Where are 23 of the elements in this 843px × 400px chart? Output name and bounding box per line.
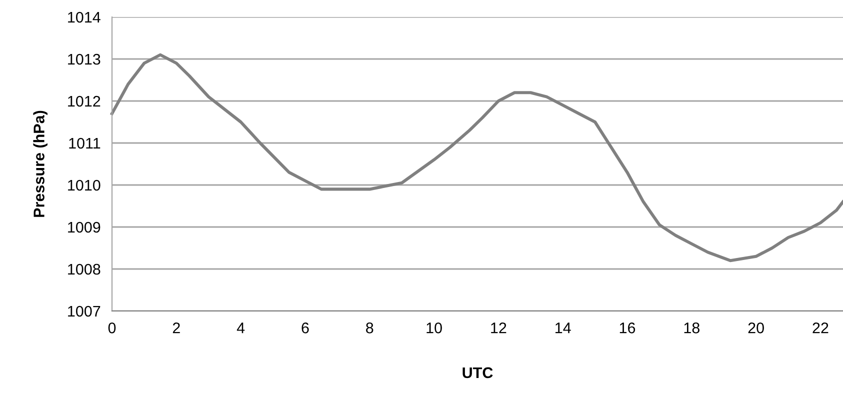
y-tick-label: 1014 — [68, 12, 100, 23]
x-tick-label: 16 — [620, 322, 636, 334]
y-axis-title: Pressure (hPa) — [33, 110, 48, 217]
x-tick-label: 18 — [684, 322, 700, 334]
x-tick-label: 20 — [748, 322, 764, 334]
x-tick-label: 2 — [172, 322, 180, 334]
y-tick-label: 1013 — [68, 54, 100, 65]
y-tick-label: 1010 — [68, 180, 100, 191]
x-tick-label: 4 — [236, 322, 245, 334]
x-tick-label: 0 — [108, 322, 116, 334]
x-tick-label: 14 — [556, 322, 571, 334]
x-axis-title: UTC — [462, 367, 493, 378]
x-tick-label: 12 — [491, 322, 506, 334]
x-tick-label: 6 — [302, 322, 309, 334]
x-tick-label: 8 — [366, 322, 374, 334]
x-tick-label: 22 — [812, 322, 828, 334]
y-tick-label: 1008 — [68, 264, 100, 275]
line-series — [110, 53, 843, 262]
y-tick-label: 1007 — [68, 306, 100, 317]
y-tick-label: 1009 — [68, 222, 100, 233]
y-tick-label: 1011 — [69, 138, 100, 149]
x-tick-label: 10 — [426, 322, 442, 334]
y-tick-label: 1012 — [68, 96, 100, 107]
